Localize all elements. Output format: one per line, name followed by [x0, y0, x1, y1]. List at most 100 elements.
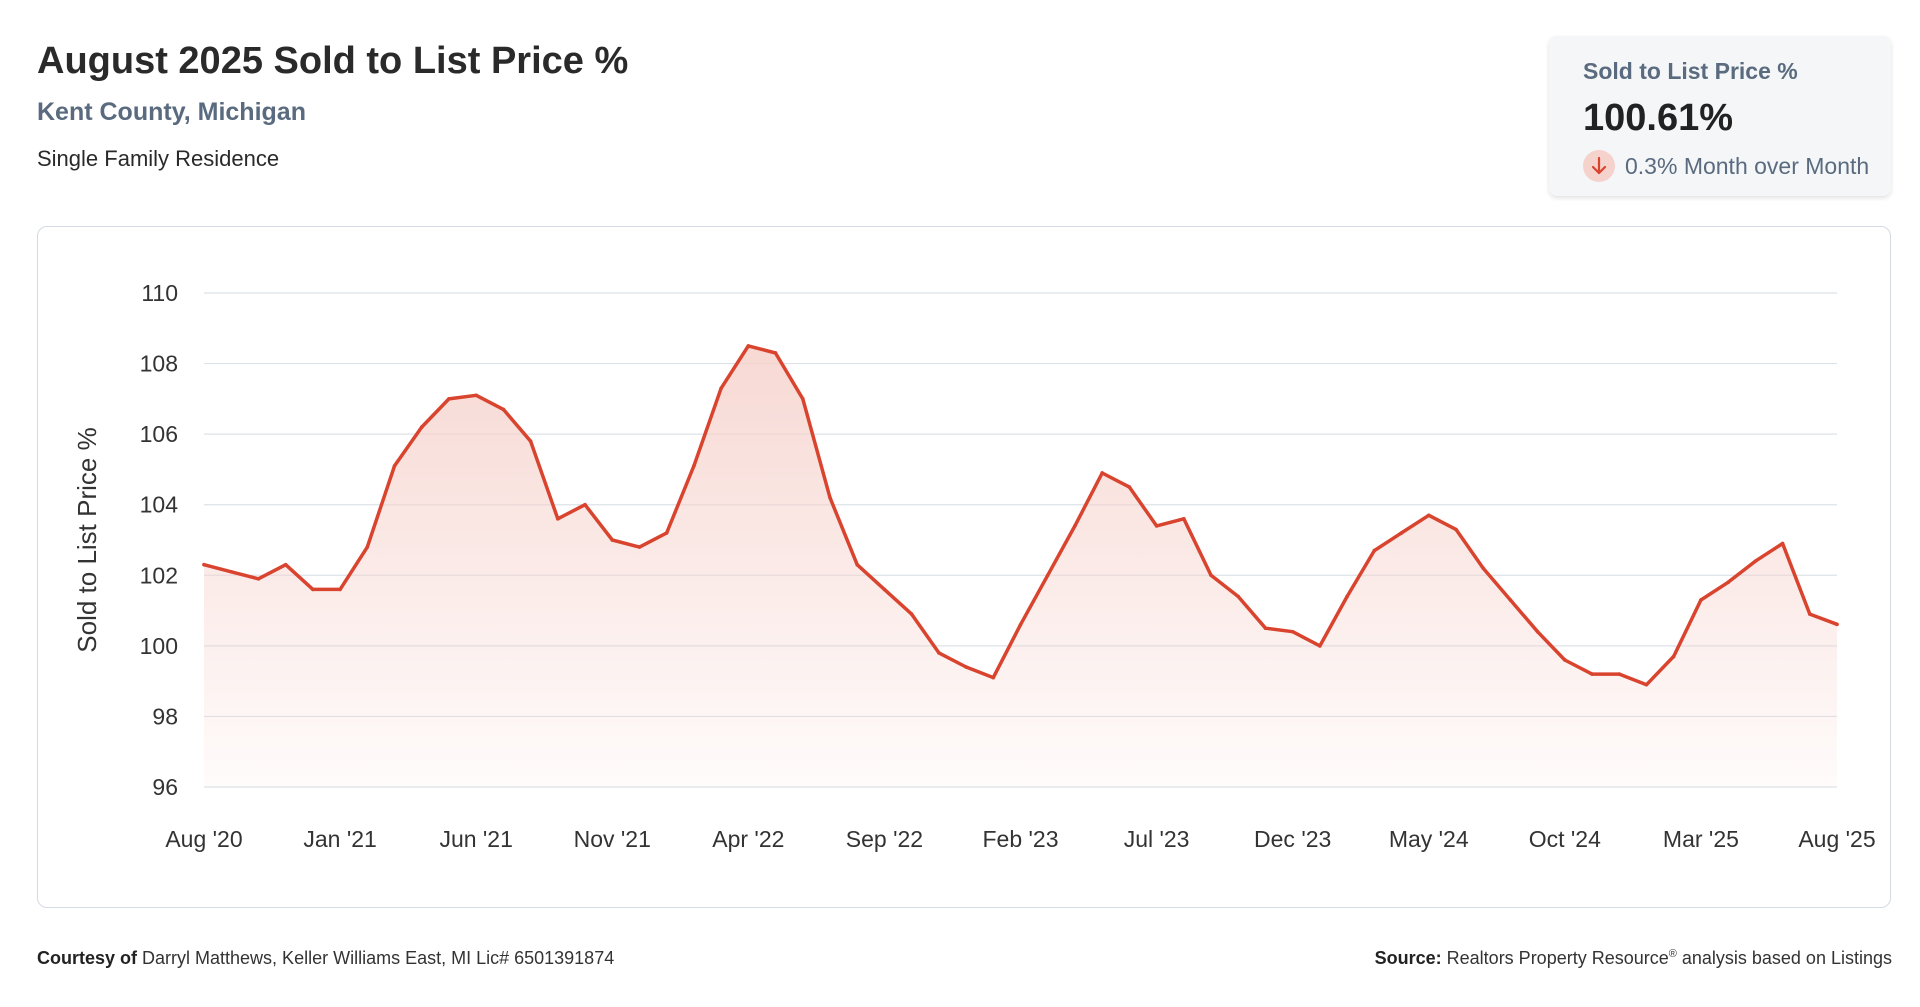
x-tick-label: Aug '25	[1798, 826, 1875, 852]
line-chart: 96 98 100 102 104 106 108 110 Aug '20 Jan '21 Jun…	[72, 280, 1876, 852]
data-point[interactable]	[1073, 524, 1077, 528]
y-tick-label: 98	[152, 703, 178, 729]
data-point[interactable]	[283, 562, 288, 567]
data-point[interactable]	[474, 393, 478, 398]
data-point[interactable]	[419, 425, 424, 429]
x-tick-label: Nov '21	[574, 826, 651, 852]
data-point[interactable]	[692, 464, 696, 468]
data-point[interactable]	[1753, 559, 1758, 563]
courtesy-label: Courtesy of	[37, 948, 138, 968]
data-point[interactable]	[1644, 682, 1649, 687]
data-point[interactable]	[937, 651, 941, 655]
data-point[interactable]	[501, 407, 506, 412]
y-tick-label: 110	[141, 280, 178, 306]
data-point[interactable]	[828, 495, 832, 500]
data-point[interactable]	[583, 502, 587, 507]
data-point[interactable]	[1671, 654, 1676, 659]
data-point[interactable]	[882, 587, 887, 592]
data-point[interactable]	[1127, 485, 1132, 489]
data-point[interactable]	[991, 675, 996, 680]
data-point[interactable]	[338, 587, 342, 592]
data-point[interactable]	[855, 562, 859, 567]
data-point[interactable]	[664, 531, 669, 535]
data-point[interactable]	[229, 569, 234, 574]
data-point[interactable]	[1399, 531, 1404, 535]
courtesy-text: Darryl Matthews, Keller Williams East, M…	[142, 948, 615, 968]
data-point[interactable]	[964, 665, 968, 669]
data-point[interactable]	[311, 587, 315, 592]
data-point[interactable]	[1263, 626, 1268, 631]
data-point[interactable]	[746, 344, 751, 348]
x-tick-label: Feb '23	[983, 826, 1059, 852]
kpi-label: Sold to List Price %	[1583, 58, 1798, 84]
data-points	[202, 344, 1839, 687]
y-tick-label: 108	[140, 351, 178, 377]
data-point[interactable]	[1345, 594, 1349, 599]
data-point[interactable]	[392, 464, 397, 468]
data-point[interactable]	[1807, 612, 1812, 616]
registered-mark: ®	[1668, 948, 1677, 960]
data-point[interactable]	[365, 545, 370, 549]
data-point[interactable]	[1617, 672, 1622, 676]
data-point[interactable]	[202, 562, 206, 567]
source-text: Realtors Property Resource	[1446, 948, 1669, 968]
data-point[interactable]	[1182, 517, 1186, 521]
data-point[interactable]	[1018, 622, 1023, 627]
data-point[interactable]	[1454, 527, 1458, 532]
data-point[interactable]	[1508, 598, 1513, 602]
kpi-change-text: 0.3% Month over Month	[1625, 152, 1870, 179]
data-point[interactable]	[610, 538, 615, 542]
property-type-label: Single Family Residence	[37, 146, 280, 171]
data-point[interactable]	[1590, 672, 1594, 676]
y-axis-label: Sold to List Price %	[72, 427, 102, 652]
data-point[interactable]	[1835, 622, 1839, 627]
x-tick-label: May '24	[1389, 826, 1469, 852]
data-point[interactable]	[909, 612, 914, 616]
chart-panel: 96 98 100 102 104 106 108 110 Aug '20 Jan '21 Jun…	[37, 226, 1891, 908]
data-point[interactable]	[1481, 566, 1485, 571]
source-label: Source:	[1374, 948, 1442, 968]
kpi-change-row: 0.3% Month over Month	[1583, 150, 1891, 182]
data-point[interactable]	[1318, 644, 1322, 648]
data-point[interactable]	[1563, 658, 1567, 662]
x-tick-label: Dec '23	[1254, 826, 1331, 852]
source-footer: Source: Realtors Property Resource® anal…	[1375, 948, 1892, 969]
data-point[interactable]	[719, 386, 723, 391]
data-point[interactable]	[1372, 548, 1377, 553]
data-point[interactable]	[1154, 524, 1159, 528]
down-arrow-icon	[1583, 150, 1615, 182]
data-point[interactable]	[1236, 594, 1241, 599]
x-tick-label: Jun '21	[439, 826, 512, 852]
x-tick-label: Mar '25	[1663, 826, 1739, 852]
data-point[interactable]	[1100, 471, 1104, 475]
x-tick-label: Sep '22	[846, 826, 923, 852]
y-tick-label: 106	[140, 421, 178, 447]
x-tick-label: Apr '22	[712, 826, 784, 852]
y-tick-label: 104	[140, 492, 179, 518]
data-point[interactable]	[1780, 541, 1785, 546]
data-point[interactable]	[1209, 573, 1213, 578]
data-point[interactable]	[1045, 573, 1050, 578]
page-title: August 2025 Sold to List Price %	[37, 40, 629, 82]
data-point[interactable]	[773, 351, 778, 355]
y-tick-label: 100	[140, 633, 178, 659]
data-point[interactable]	[637, 545, 642, 549]
data-point[interactable]	[447, 397, 451, 401]
x-axis-ticks: Aug '20 Jan '21 Jun '21 Nov '21 Apr '22 Sep '…	[165, 826, 1875, 852]
source-text-tail: analysis based on Listings	[1676, 948, 1892, 968]
kpi-value: 100.61%	[1583, 97, 1734, 139]
kpi-card: Sold to List Price % 100.61% 0.3% Month …	[1549, 36, 1891, 196]
y-tick-label: 102	[140, 562, 178, 588]
data-point[interactable]	[1290, 629, 1295, 634]
y-tick-label: 96	[152, 774, 178, 800]
location-subtitle: Kent County, Michigan	[37, 98, 306, 126]
data-point[interactable]	[528, 439, 533, 443]
data-point[interactable]	[1426, 513, 1431, 518]
data-point[interactable]	[556, 517, 560, 521]
data-point[interactable]	[1726, 580, 1730, 585]
x-tick-label: Jul '23	[1124, 826, 1190, 852]
data-point[interactable]	[800, 397, 805, 401]
data-point[interactable]	[256, 577, 261, 581]
data-point[interactable]	[1699, 598, 1703, 602]
data-point[interactable]	[1535, 629, 1540, 634]
